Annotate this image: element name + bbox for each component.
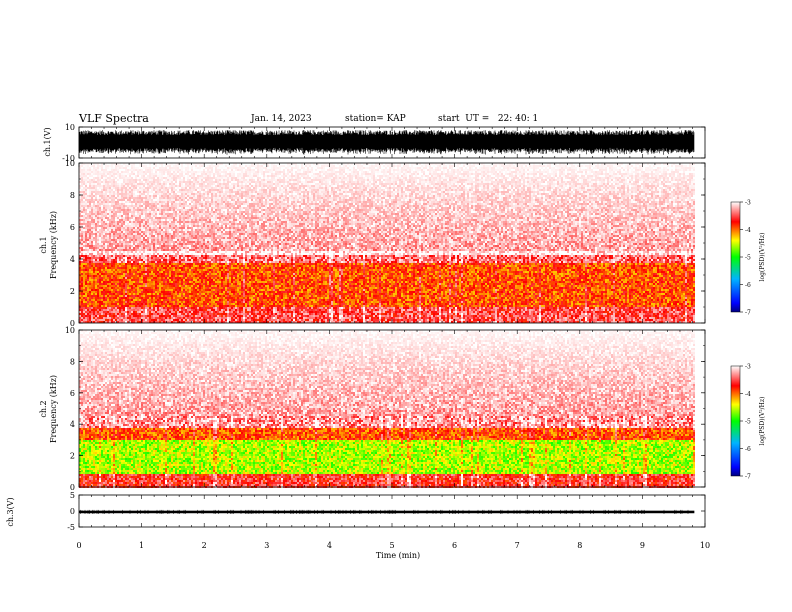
ch3-waveform-ytick-label: 5 [70,491,75,500]
ch3-waveform-ytick-label: 0 [70,507,75,516]
ch1-spectrogram-ytick-label: 2 [70,287,75,296]
ch3-waveform-ytick-label: -5 [67,523,75,532]
ch2-colorbar: -3 -4 -5 -6 -7 log(PSD)(V²/Hz) [731,364,766,481]
ch1-spectrogram-ytick-label: 4 [70,255,75,264]
x-tick-label: 2 [202,541,207,550]
ch1-spectrogram-ylabel: ch.1 Frequency (kHz) [39,211,58,279]
ch1-colorbar: -3 -4 -5 -6 -7 log(PSD)(V²/Hz) [731,200,766,317]
vlf-figure: 10-10 0246810 0246810 50-5 0 1 2 3 4 5 6 7 8 9 10 … [0,0,792,612]
ch2-colorbar-label: log(PSD)(V²/Hz) [759,397,766,446]
ch2-spectrogram-ylabel: ch.2 Frequency (kHz) [39,375,58,443]
ch3-waveform-trace [79,511,694,514]
x-tick-label: 10 [700,541,710,550]
x-tick-label: 5 [389,541,394,550]
ch2-colorbar-gradient [731,366,740,476]
ch1-colorbar-label: log(PSD)(V²/Hz) [759,233,766,282]
ch2-spectrogram-ytick-label: 2 [70,452,75,461]
ch1-waveform-trace [79,130,694,155]
ch3-waveform-ylabel: ch.3(V) [6,497,15,526]
ch2-spectrogram-colorbar-tick: -4 [745,391,751,398]
ch1-spectrogram-colorbar-tick: -7 [745,310,751,317]
ch2-spectrogram-colorbar-tick: -3 [745,364,751,371]
ch1-spectrogram-ytick-label: 10 [65,159,75,168]
x-tick-label: 9 [640,541,645,550]
ch1-spectrogram-colorbar-tick: -4 [745,227,751,234]
ch3-waveform-panel: 5 0 -5 [67,491,705,532]
x-tick-label: 7 [515,541,520,550]
ch2-spectrogram-heatmap [79,330,695,488]
time-axis: 0 1 2 3 4 5 6 7 8 9 10 [76,541,710,550]
ch2-spectrogram-ytick-label: 10 [65,326,75,335]
ch2-spectrogram-colorbar-tick: -6 [745,446,751,453]
ch1-waveform-ytick-label: 10 [65,123,75,132]
ch1-spectrogram-ytick-label: 6 [70,223,75,232]
ch1-spectrogram-colorbar-tick: -3 [745,200,751,207]
ch1-spectrogram-ytick-label: 8 [70,191,75,200]
x-tick-label: 6 [452,541,457,550]
ch2-spectrogram-ytick-label: 4 [70,420,75,429]
x-tick-label: 0 [76,541,81,550]
ch1-spectrogram-heatmap [79,163,695,323]
ch1-waveform-ylabel: ch.1(V) [43,127,52,156]
ch2-spectrogram-colorbar-tick: -5 [745,419,751,426]
x-tick-label: 3 [264,541,269,550]
x-tick-label: 1 [139,541,144,550]
ch1-waveform-panel: 10-10 [62,123,705,163]
ch1-spectrogram-colorbar-tick: -6 [745,282,751,289]
x-tick-label: 8 [577,541,582,550]
ch2-spectrogram-ytick-label: 6 [70,389,75,398]
x-axis-label: Time (min) [376,551,420,560]
ch2-spectrogram-ytick-label: 8 [70,357,75,366]
ch1-spectrogram-colorbar-tick: -5 [745,255,751,262]
x-tick-label: 4 [327,541,332,550]
ch1-colorbar-gradient [731,202,740,312]
ch2-spectrogram-colorbar-tick: -7 [745,474,751,481]
